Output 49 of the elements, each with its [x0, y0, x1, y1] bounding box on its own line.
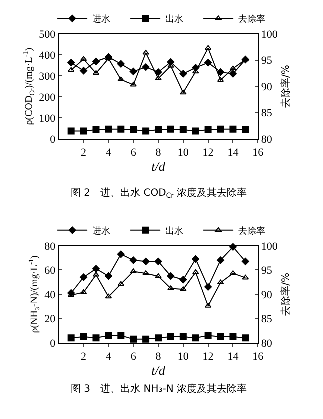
x-tick-label: 12: [202, 351, 214, 364]
x-tick-label: 10: [178, 147, 190, 160]
legend-label: 出水: [166, 14, 184, 26]
y-tick-label: 200: [39, 92, 56, 104]
x-tick-label: 12: [202, 147, 214, 160]
y-tick-label: 80: [44, 240, 56, 253]
y-tick-label: 40: [44, 289, 56, 302]
y2-tick-label: 95: [261, 265, 273, 278]
y2-tick-label: 95: [261, 55, 273, 68]
y2-tick-label: 85: [261, 314, 273, 326]
text: 图 2 进、出水 COD$_{Cr}$ 浓度及其去除率: [71, 187, 248, 200]
x-tick-label: 6: [130, 351, 137, 364]
y-tick-label: 400: [39, 50, 56, 62]
y2-tick-label: 80: [261, 134, 273, 146]
y2-tick-label: 80: [261, 338, 273, 350]
y-tick-label: 300: [39, 70, 56, 83]
y2-tick-label: 100: [261, 240, 278, 253]
x-tick-label: 2: [81, 147, 87, 160]
y2-axis-title: 去除率/%: [280, 65, 292, 108]
x-tick-label: 16: [252, 147, 264, 160]
x-tick-label: 6: [130, 147, 137, 160]
y-tick-label: 20: [44, 314, 56, 326]
y2-tick-label: 85: [261, 108, 273, 120]
y-tick-label: 0: [50, 338, 56, 350]
x-tick-label: 10: [178, 351, 190, 364]
x-tick-label: 14: [228, 147, 240, 160]
x-tick-label: 4: [106, 147, 112, 160]
y-tick-label: 100: [39, 112, 56, 125]
legend-label: 进水: [92, 14, 111, 26]
legend-label: 出水: [166, 226, 184, 237]
x-axis-title: t/d: [152, 159, 166, 174]
x-tick-label: 2: [81, 351, 87, 364]
y-tick-label: 60: [44, 265, 56, 278]
y2-tick-label: 100: [261, 28, 278, 41]
y2-tick-label: 90: [261, 289, 273, 302]
x-tick-label: 16: [252, 351, 264, 364]
legend-label: 进水: [92, 226, 111, 237]
legend-label: 去除率: [238, 14, 266, 26]
x-tick-label: 8: [156, 147, 162, 160]
y-tick-label: 0: [50, 134, 56, 146]
x-axis-title: t/d: [152, 363, 166, 378]
x-tick-label: 8: [156, 351, 162, 364]
y2-tick-label: 90: [261, 81, 273, 94]
text: 图 3 进、出水 NH₃-N 浓度及其去除率: [71, 383, 247, 395]
legend-label: 去除率: [238, 226, 266, 237]
x-tick-label: 4: [106, 351, 112, 364]
y-tick-label: 500: [39, 28, 56, 41]
x-tick-label: 14: [228, 351, 240, 364]
y2-axis-title: 去除率/%: [280, 273, 292, 316]
